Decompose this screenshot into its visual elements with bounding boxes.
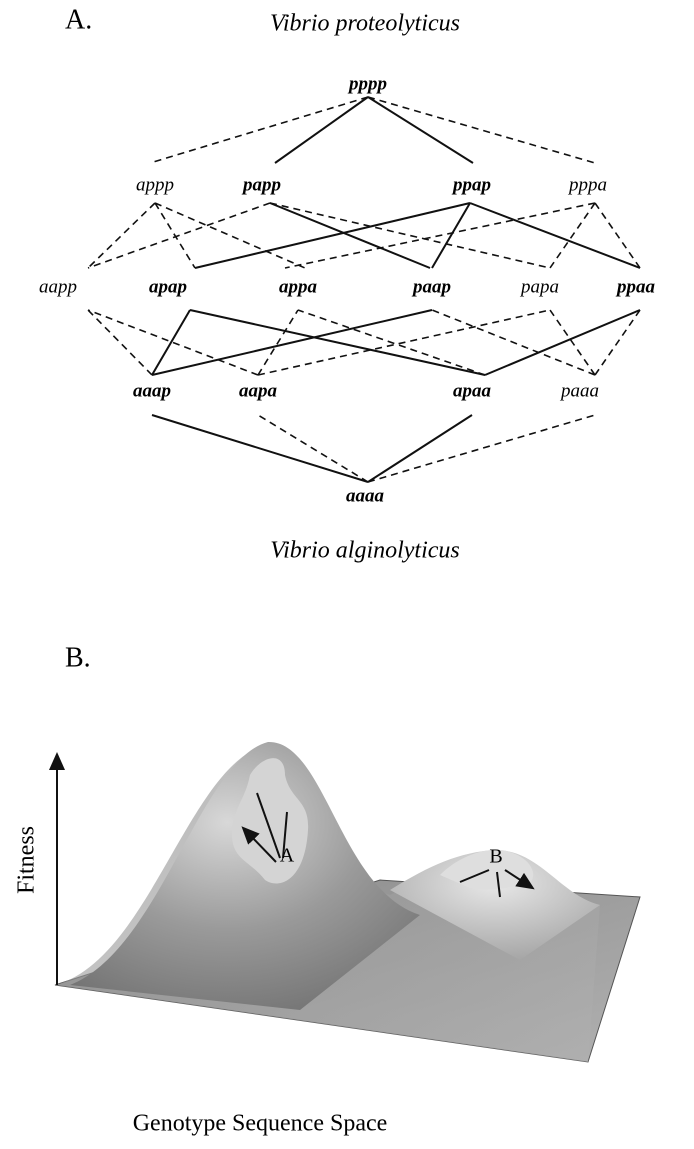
figure: A. Vibrio proteolyticus Vibrio alginolyt… [0,0,694,1149]
genotype-node: papp [241,174,281,195]
genotype-node: aaaa [346,485,385,506]
genotype-node: papa [519,276,559,297]
genotype-node: paaa [559,380,599,401]
genotype-node: pppp [347,73,387,94]
genotype-node: aapp [39,276,77,297]
panel-label: A. [65,4,92,35]
top-title: Vibrio proteolyticus [270,11,460,37]
y-axis-label: Fitness [14,826,40,894]
genotype-node: aapa [239,380,278,401]
genotype-node: apap [149,276,187,297]
peak-label: B [489,846,502,868]
bottom-title: Vibrio alginolyticus [270,538,460,564]
genotype-node: appa [279,276,318,297]
x-axis-label: Genotype Sequence Space [133,1111,388,1137]
landscape [55,742,640,1062]
genotype-node: appp [136,174,174,195]
genotype-node: aaap [133,380,171,401]
genotype-node: pppa [567,174,607,195]
genotype-node: paap [411,276,451,297]
genotype-node: apaa [453,380,492,401]
peak-label: A [280,845,295,867]
genotype-node: ppaa [615,276,656,297]
genotype-node: ppap [451,174,491,195]
panel-label: B. [65,642,91,673]
